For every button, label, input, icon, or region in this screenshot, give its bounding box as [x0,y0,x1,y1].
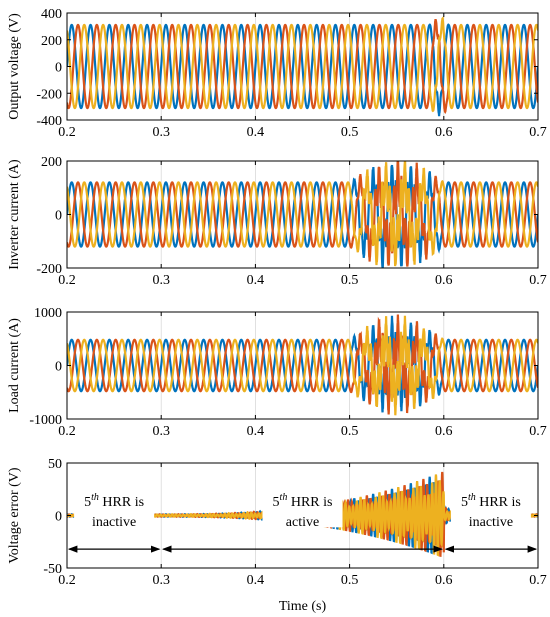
y-tick-label: 0 [55,510,62,525]
panel-4: 0.2 0.3 0.4 0.5 0.6 0.7 50 0 -50 Voltage error (V… [7,457,547,614]
y-axis-label: Voltage error (V) [7,467,22,563]
y-tick-label: 0 [55,360,62,375]
annotation-label: 5th HRR is [461,492,521,510]
annotation-label: 5th HRR is [273,492,333,510]
panel-2: 0.2 0.3 0.4 0.5 0.6 0.7 200 0 -200 Inverter curre… [7,155,547,288]
x-tick-label: 0.7 [529,573,547,588]
x-tick-label: 0.4 [247,273,265,288]
series-line-3 [67,315,538,416]
x-tick-label: 0.5 [341,125,359,140]
x-tick-label: 0.2 [58,424,76,439]
annotation-bg [74,491,155,528]
annotation-label: 5th HRR is [84,492,144,510]
panel-3: 0.2 0.3 0.4 0.5 0.6 0.7 1000 0 -1000 Load current… [7,306,547,439]
series-line-2 [67,161,538,267]
y-tick-label: -200 [36,87,62,102]
y-axis-label: Load current (A) [7,318,22,413]
x-tick-label: 0.2 [58,573,76,588]
y-tick-label: 200 [41,155,62,170]
series-line-2 [67,19,538,115]
x-tick-label: 0.6 [435,424,453,439]
x-tick-label: 0.2 [58,125,76,140]
x-tick-label: 0.6 [435,125,453,140]
y-tick-label: -400 [36,114,62,129]
annotation-label-state: inactive [469,515,513,530]
x-tick-label: 0.6 [435,273,453,288]
x-tick-label: 0.3 [152,273,170,288]
y-axis-label: Inverter current (A) [7,159,22,270]
x-tick-label: 0.3 [152,573,170,588]
x-tick-label: 0.4 [247,424,265,439]
y-tick-label: -1000 [29,413,62,428]
y-tick-label: 1000 [34,306,62,321]
x-tick-label: 0.7 [529,273,547,288]
series-line-1 [67,23,538,117]
x-axis-label: Time (s) [279,599,327,614]
panel-1: 0.2 0.3 0.4 0.5 0.6 0.7 400 200 0 -200 -400 Output … [7,7,547,140]
y-tick-label: 50 [48,457,62,472]
annotation-label-state: active [286,515,319,530]
annotation-bg [262,491,343,528]
x-tick-label: 0.6 [435,573,453,588]
y-axis-label: Output voltage (V) [7,13,22,120]
y-tick-label: 0 [55,209,62,224]
y-tick-label: 0 [55,61,62,76]
y-tick-label: -200 [36,262,62,277]
x-tick-label: 0.5 [341,424,359,439]
x-tick-label: 0.3 [152,424,170,439]
x-tick-label: 0.5 [341,573,359,588]
annotation-label-state: inactive [92,515,136,530]
x-tick-label: 0.2 [58,273,76,288]
y-tick-label: 400 [41,7,62,22]
x-tick-label: 0.7 [529,424,547,439]
series-line-3 [67,16,538,113]
series-line-2 [67,314,538,415]
series-line-1 [67,315,538,413]
y-tick-label: 200 [41,34,62,49]
x-tick-label: 0.3 [152,125,170,140]
x-tick-label: 0.4 [247,125,265,140]
series-line-3 [67,161,538,267]
annotation-bg [450,491,531,528]
y-tick-label: -50 [43,562,62,577]
x-tick-label: 0.4 [247,573,265,588]
x-tick-label: 0.5 [341,273,359,288]
x-tick-label: 0.7 [529,125,547,140]
series-line-1 [67,164,538,268]
